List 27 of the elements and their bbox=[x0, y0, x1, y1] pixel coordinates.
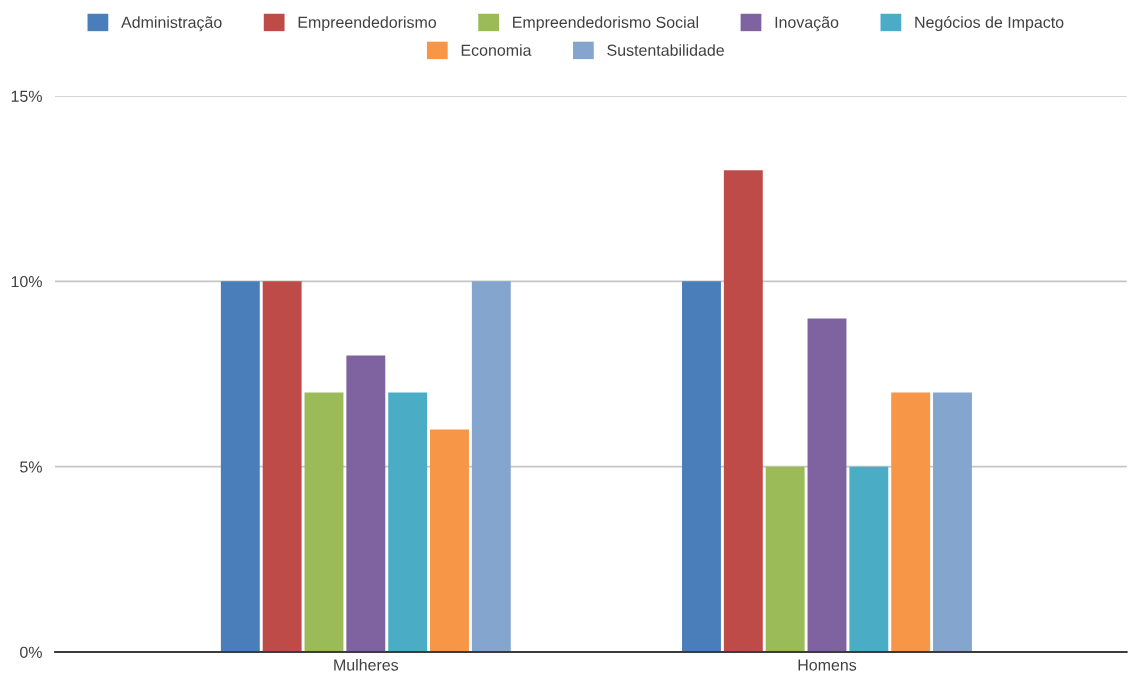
bar bbox=[388, 392, 428, 652]
bar bbox=[849, 466, 889, 652]
y-tick-label: 0% bbox=[20, 646, 42, 658]
bar bbox=[807, 318, 847, 652]
bar bbox=[891, 392, 931, 652]
y-tick-label: 15% bbox=[11, 90, 42, 102]
bar bbox=[304, 392, 344, 652]
x-tick-label: Mulheres bbox=[334, 658, 399, 671]
bar bbox=[430, 429, 469, 652]
legend-label: Economia bbox=[461, 44, 532, 56]
bar bbox=[933, 392, 972, 652]
bar bbox=[220, 281, 260, 652]
bar bbox=[346, 355, 386, 652]
x-tick-label: Homens bbox=[798, 659, 857, 671]
y-tick-label: 10% bbox=[11, 275, 42, 288]
legend-label: Administração bbox=[121, 16, 222, 32]
bar bbox=[682, 281, 721, 652]
bar bbox=[765, 466, 805, 652]
bar bbox=[723, 170, 763, 652]
legend-label: Empreendedorismo bbox=[298, 16, 437, 32]
bar bbox=[262, 281, 302, 652]
bar bbox=[471, 281, 511, 652]
legend-label: Empreendedorismo Social bbox=[513, 16, 699, 32]
legend-label: Inovação bbox=[775, 16, 839, 32]
legend-label: Sustentabilidade bbox=[607, 44, 724, 56]
y-tick-label: 5% bbox=[20, 461, 42, 473]
legend-label: Negócios de Impacto bbox=[915, 16, 1064, 32]
